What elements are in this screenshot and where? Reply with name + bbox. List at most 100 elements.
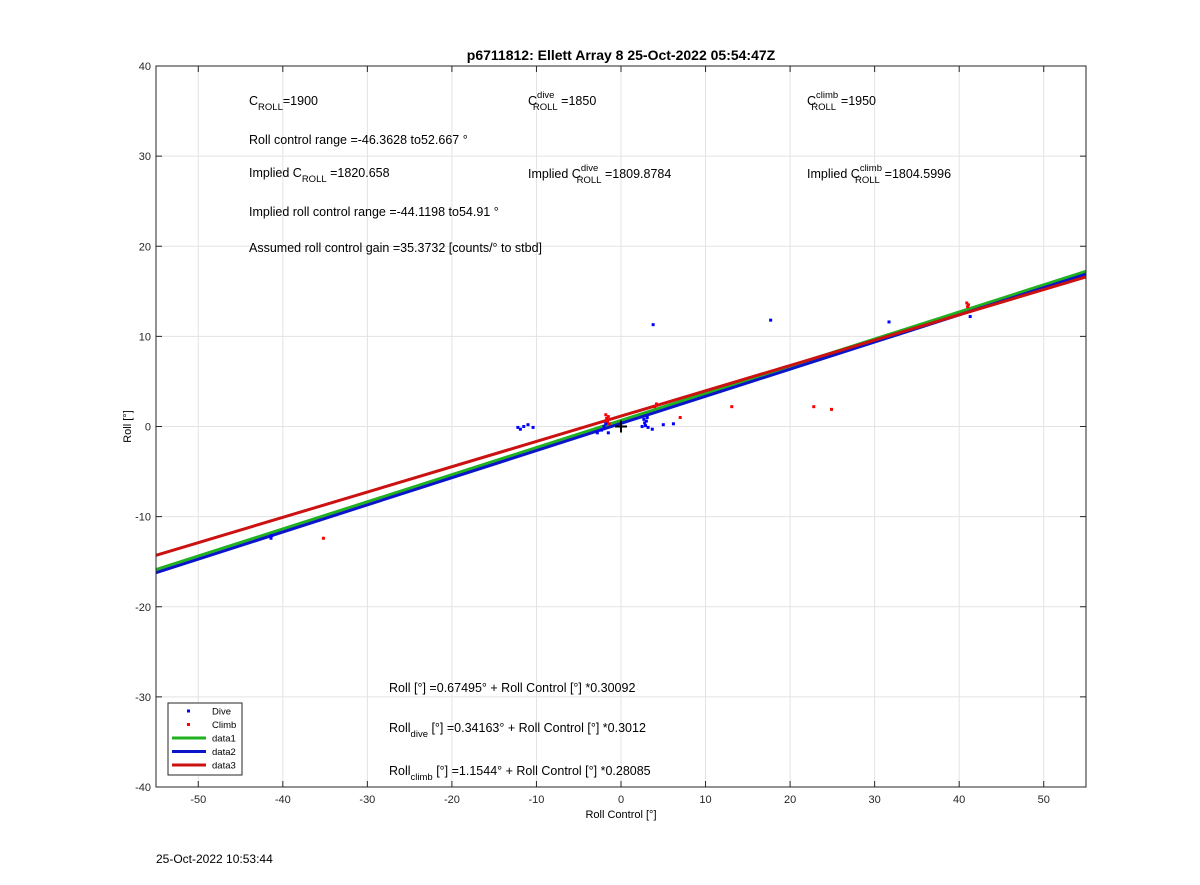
y-tick-label: 0	[145, 422, 151, 434]
data-point-climb	[604, 413, 608, 417]
annotation-suffix: =1950	[837, 94, 876, 108]
data-point-dive	[644, 424, 648, 428]
data-point-climb	[966, 303, 970, 307]
fit-line-data1	[156, 269, 1086, 572]
annotation-sup: dive	[537, 90, 554, 101]
annotation-prefix: Implied	[807, 167, 851, 181]
data-point-dive	[270, 534, 274, 538]
data-point-climb	[606, 415, 610, 419]
annotation-base: C	[293, 166, 302, 180]
annotation-sup: dive	[581, 163, 598, 174]
data-point-dive	[642, 417, 646, 421]
annotation-base: Roll	[389, 681, 411, 695]
data-point-dive	[671, 422, 675, 426]
annotation-suffix: [°] =0.67495° + Roll Control [°] *0.3009…	[411, 681, 636, 695]
x-tick-label: 10	[699, 794, 711, 806]
annotation-sub: ROLL	[302, 174, 327, 185]
annotation-sub: ROLL	[533, 102, 558, 113]
annotation-base: C	[572, 167, 581, 181]
annotation-roll-control-range: Roll control range =-46.3628 to52.667 °	[249, 133, 468, 147]
data-point-dive	[522, 425, 526, 428]
x-tick-label: -10	[529, 794, 545, 806]
annotations: CROLL=1900 Cdive ROLL =1850 Cclimb ROLL =195…	[249, 90, 951, 783]
annotation-c-roll-dive: Cdive ROLL =1850	[528, 90, 596, 113]
x-axis-label: Roll Control [°]	[585, 809, 656, 821]
data-point-climb	[321, 536, 325, 540]
data-point-climb	[830, 407, 834, 411]
legend-label-data1: data1	[212, 734, 236, 745]
data-point-climb	[607, 422, 611, 426]
data-point-dive	[887, 320, 891, 324]
data-point-dive	[661, 423, 665, 427]
annotation-suffix: =1804.5996	[881, 167, 951, 181]
data-point-dive	[651, 323, 655, 327]
annotation-implied-c-roll: Implied CROLL =1820.658	[249, 166, 390, 185]
data-points	[269, 301, 972, 540]
data-point-climb	[966, 305, 970, 309]
x-tick-label: 0	[618, 794, 624, 806]
y-tick-label: 10	[139, 331, 151, 343]
legend-label-data2: data2	[212, 747, 236, 758]
annotation-c-roll: CROLL=1900	[249, 94, 318, 113]
data-point-dive	[650, 427, 654, 431]
data-point-dive	[640, 425, 644, 428]
legend: Dive Climb data1 data2 data3	[167, 702, 243, 776]
annotation-sub: ROLL	[258, 102, 283, 113]
data-point-dive	[269, 536, 273, 540]
annotation-prefix: Implied	[528, 167, 572, 181]
y-tick-label: -40	[135, 782, 151, 794]
annotation-base: C	[807, 94, 816, 108]
annotation-prefix: Implied	[249, 166, 293, 180]
data-point-climb	[605, 416, 609, 420]
annotation-sub: ROLL	[577, 175, 602, 186]
y-tick-label: -10	[135, 512, 151, 524]
annotation-implied-c-roll-climb: Implied Cclimb ROLL =1804.5996	[807, 163, 951, 186]
axes: -50 -40 -30 -20 -10 0 10 20 30 40 50 -40 -30 -20 -10 0 1…	[122, 47, 1087, 821]
legend-label-data3: data3	[212, 761, 236, 772]
x-tick-label: -40	[275, 794, 291, 806]
annotation-c-roll-climb: Cclimb ROLL =1950	[807, 90, 876, 113]
legend-label-dive: Dive	[212, 707, 231, 718]
annotation-base: Roll	[389, 764, 411, 778]
x-tick-label: 30	[869, 794, 881, 806]
data-point-climb	[678, 415, 682, 419]
y-tick-label: 40	[139, 61, 151, 73]
data-point-dive	[531, 425, 535, 429]
x-tick-label: -50	[190, 794, 206, 806]
y-tick-label: 20	[139, 241, 151, 253]
x-tick-label: 50	[1038, 794, 1050, 806]
data-point-dive	[526, 423, 530, 427]
data-point-dive	[518, 427, 522, 431]
data-point-dive	[646, 425, 650, 429]
annotation-suffix: [°] =1.1544° + Roll Control [°] *0.28085	[433, 764, 651, 778]
data-point-dive	[595, 431, 599, 435]
annotation-gain: Assumed roll control gain =35.3732 [coun…	[249, 241, 542, 255]
annotation-implied-c-roll-dive: Implied Cdive ROLL =1809.8784	[528, 163, 671, 186]
data-point-dive	[604, 422, 608, 426]
annotation-sup: climb	[860, 163, 882, 174]
annotation-sub: climb	[411, 772, 433, 783]
data-point-dive	[516, 425, 520, 429]
annotation-suffix: =1850	[558, 94, 597, 108]
legend-marker-dive	[187, 709, 190, 713]
data-point-dive	[645, 415, 649, 419]
annotation-suffix: =1820.658	[327, 166, 390, 180]
annotation-base: Roll	[389, 721, 411, 735]
x-tick-label: 20	[784, 794, 796, 806]
legend-marker-climb	[187, 723, 190, 726]
annotation-fit-all: Roll [°] =0.67495° + Roll Control [°] *0…	[389, 681, 635, 695]
annotation-implied-range: Implied roll control range =-44.1198 to5…	[249, 205, 499, 219]
data-point-climb	[655, 402, 659, 406]
data-point-dive	[643, 421, 647, 425]
data-point-dive	[602, 425, 606, 428]
annotation-sub: ROLL	[855, 175, 880, 186]
annotation-suffix: =1809.8784	[601, 167, 671, 181]
x-tick-label: 40	[953, 794, 965, 806]
y-tick-label: -20	[135, 602, 151, 614]
x-tick-label: -30	[359, 794, 375, 806]
x-tick-label: -20	[444, 794, 460, 806]
annotation-base: C	[851, 167, 860, 181]
data-point-dive	[600, 428, 604, 432]
chart-title: p6711812: Ellett Array 8 25-Oct-2022 05:…	[467, 47, 776, 63]
